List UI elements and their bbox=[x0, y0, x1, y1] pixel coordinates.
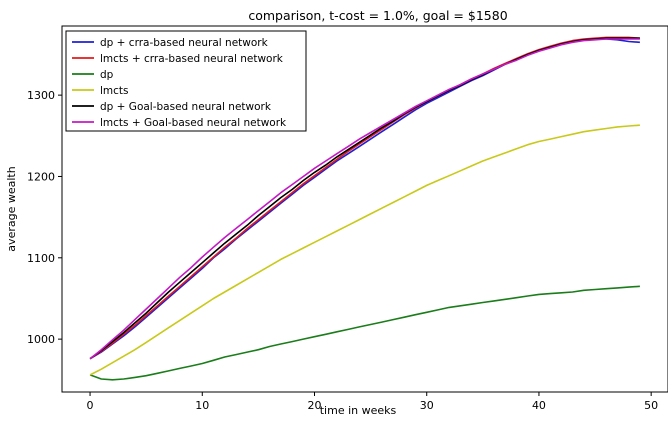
x-tick-label: 50 bbox=[644, 399, 658, 412]
legend-label-3: dp bbox=[100, 69, 114, 81]
y-tick-label: 1200 bbox=[27, 170, 55, 183]
legend: dp + crra-based neural network lmcts + cr… bbox=[65, 30, 307, 132]
chart-title: comparison, t-cost = 1.0%, goal = $1580 bbox=[248, 8, 507, 23]
series-line-3 bbox=[89, 285, 640, 381]
y-tick-label: 1300 bbox=[27, 89, 55, 102]
x-tick-label: 20 bbox=[308, 399, 322, 412]
y-tick-label: 1100 bbox=[27, 252, 55, 265]
x-axis: 0 10 20 30 40 50 bbox=[87, 392, 658, 412]
legend-label-2: lmcts + crra-based neural network bbox=[100, 53, 284, 65]
legend-label-5: dp + Goal-based neural network bbox=[100, 101, 272, 113]
plot-area bbox=[89, 36, 640, 381]
x-axis-label: time in weeks bbox=[320, 404, 397, 417]
x-tick-label: 40 bbox=[532, 399, 546, 412]
x-tick-label: 0 bbox=[87, 399, 94, 412]
series-line-6 bbox=[89, 38, 640, 360]
series-line-4 bbox=[89, 124, 640, 376]
legend-label-4: lmcts bbox=[100, 85, 129, 97]
y-axis-label: average wealth bbox=[5, 166, 18, 251]
legend-label-6: lmcts + Goal-based neural network bbox=[100, 117, 287, 129]
x-tick-label: 10 bbox=[195, 399, 209, 412]
y-tick-label: 1000 bbox=[27, 333, 55, 346]
legend-label-1: dp + crra-based neural network bbox=[100, 37, 269, 49]
series-line-5 bbox=[89, 37, 640, 360]
plot-frame bbox=[61, 25, 668, 393]
legend-box bbox=[65, 30, 307, 132]
y-axis: 1000 1100 1200 1300 bbox=[27, 89, 62, 346]
x-tick-label: 30 bbox=[420, 399, 434, 412]
